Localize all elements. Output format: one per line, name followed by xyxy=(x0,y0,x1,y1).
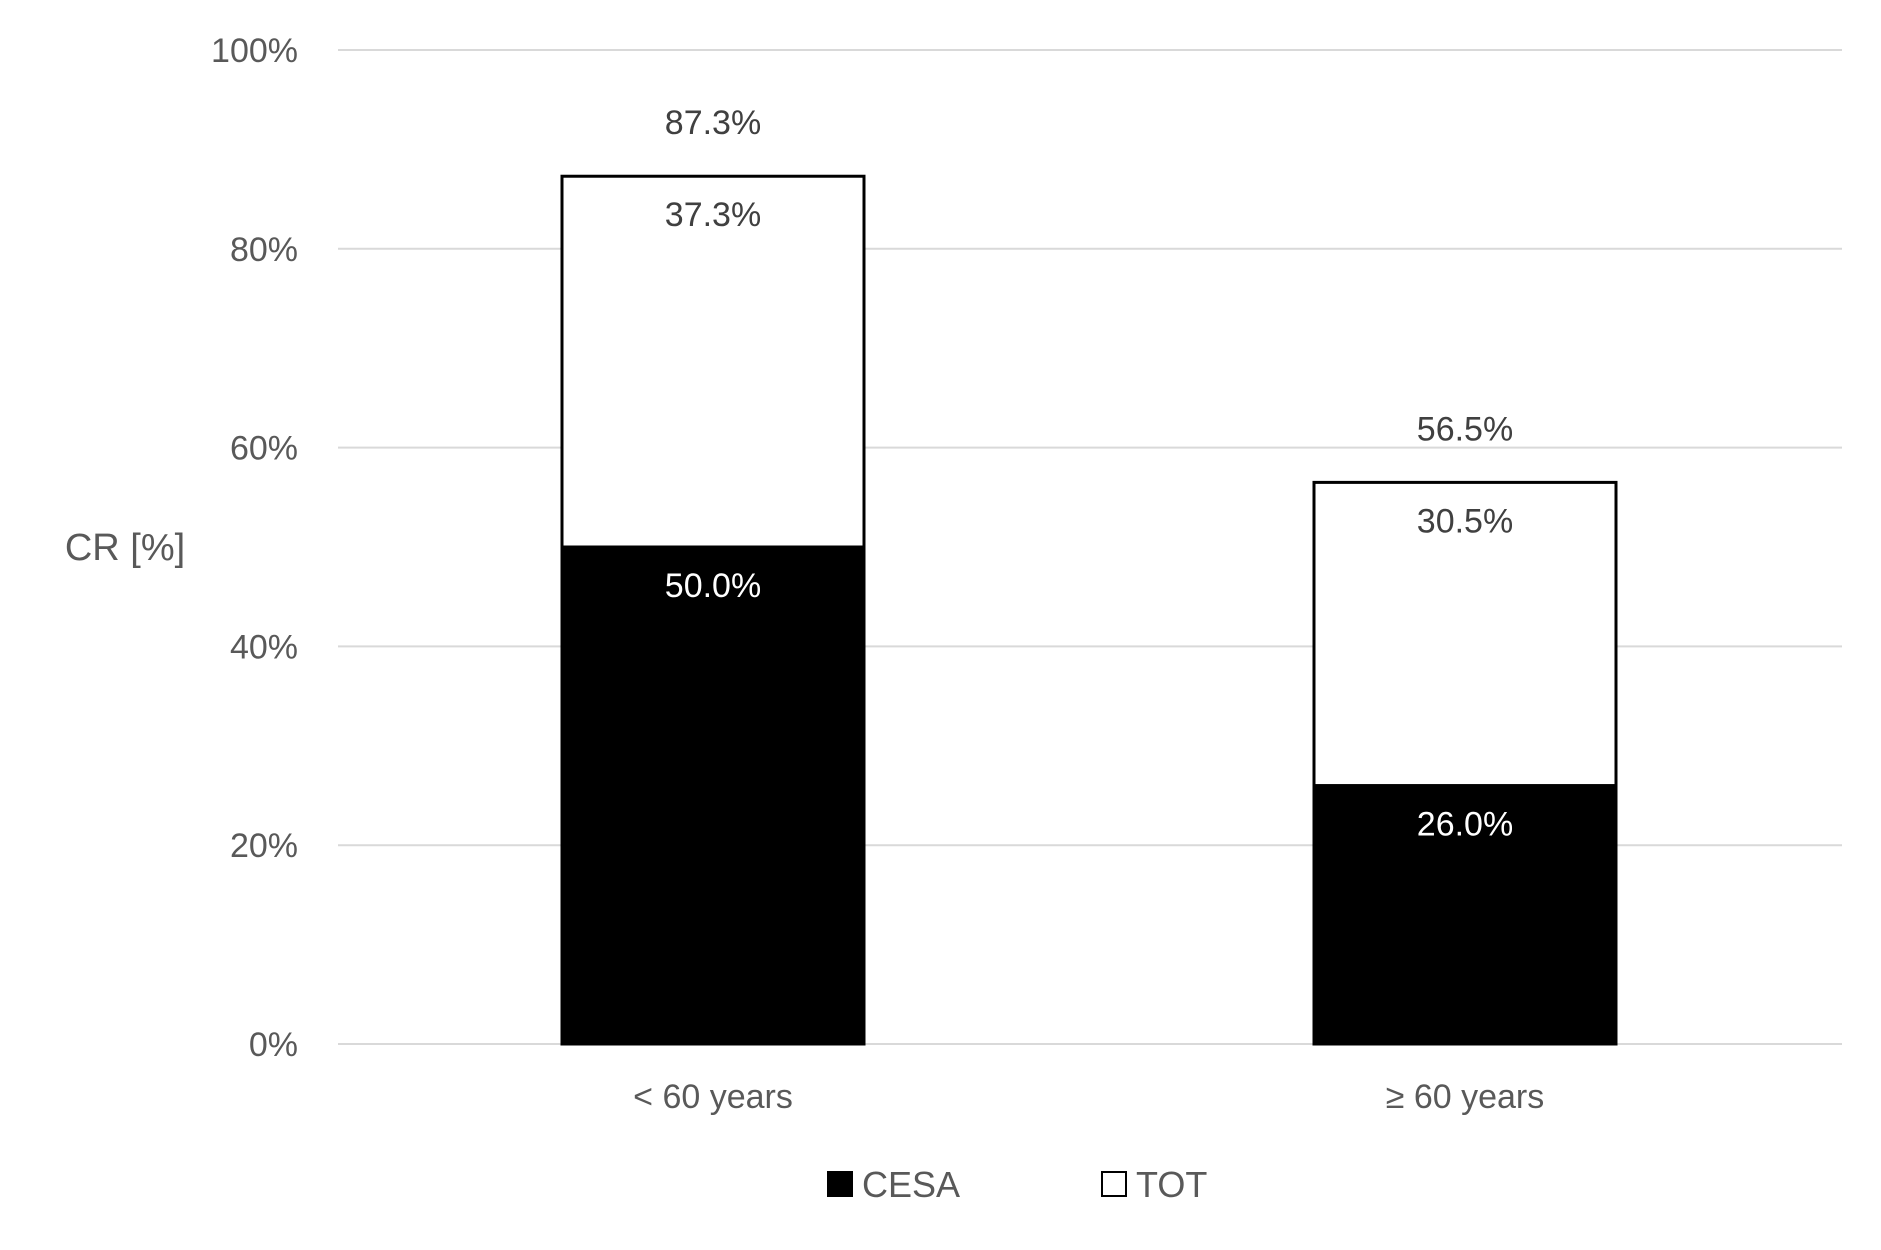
legend-label-tot: TOT xyxy=(1136,1164,1207,1205)
legend-swatch-tot xyxy=(1101,1171,1127,1197)
x-axis-ticks: < 60 years ≥ 60 years xyxy=(633,1078,1544,1116)
y-axis-ticks: 0% 20% 40% 60% 80% 100% xyxy=(211,32,298,1064)
total-value-label: 56.5% xyxy=(1417,410,1513,448)
data-labels: 50.0% 37.3% 87.3% 26.0% 30.5% 56.5% xyxy=(665,104,1513,843)
bar-segment-tot xyxy=(1312,480,1618,788)
segment-value-label: 30.5% xyxy=(1417,502,1513,540)
bar-segment-cesa xyxy=(560,545,866,1046)
y-tick-label: 40% xyxy=(230,628,298,666)
legend-label-cesa: CESA xyxy=(862,1164,960,1205)
y-tick-label: 20% xyxy=(230,827,298,865)
bar-segment-cesa xyxy=(1312,784,1618,1046)
legend-swatch-cesa xyxy=(827,1171,853,1197)
y-tick-label: 60% xyxy=(230,430,298,468)
segment-value-label: 26.0% xyxy=(1417,806,1513,844)
y-tick-label: 0% xyxy=(249,1026,298,1064)
x-tick-label: < 60 years xyxy=(633,1078,793,1116)
y-axis-title: CR [%] xyxy=(65,527,185,569)
x-tick-label: ≥ 60 years xyxy=(1386,1078,1545,1116)
bar-segment-tot xyxy=(560,174,866,549)
y-tick-label: 100% xyxy=(211,32,298,70)
y-tick-label: 80% xyxy=(230,231,298,269)
bars xyxy=(560,174,1618,1046)
segment-value-label: 37.3% xyxy=(665,196,761,234)
total-value-label: 87.3% xyxy=(665,104,761,142)
legend: CESA TOT xyxy=(827,1164,1207,1205)
segment-value-label: 50.0% xyxy=(665,567,761,605)
